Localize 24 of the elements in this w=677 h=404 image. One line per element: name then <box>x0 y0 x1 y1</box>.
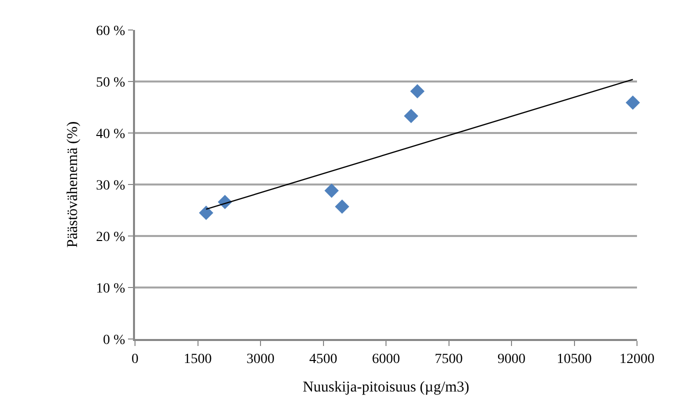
x-tick-label: 7500 <box>434 352 463 367</box>
x-tick-label: 0 <box>132 352 138 367</box>
point <box>324 184 339 198</box>
x-tick-label: 9000 <box>498 352 526 367</box>
y-tick-label: 10 % <box>96 281 126 296</box>
point <box>198 206 214 220</box>
point <box>334 200 350 214</box>
y-axis-title: Päästövähenemä (%) <box>64 121 81 248</box>
y-tick-label: 60 % <box>96 24 126 39</box>
y-tick-label: 50 % <box>96 75 126 90</box>
point <box>410 84 425 98</box>
y-tick-label: 30 % <box>96 178 126 194</box>
x-tick-label: 6000 <box>372 352 400 367</box>
y-tick-label: 0 % <box>103 332 126 348</box>
x-tick-label: 1500 <box>184 352 212 367</box>
point <box>626 95 640 110</box>
y-tick-label: 40 % <box>96 126 126 142</box>
y-tick-label: 20 % <box>96 230 126 245</box>
x-tick-label: 10500 <box>556 352 592 367</box>
point <box>404 108 418 124</box>
x-axis-title: Nuuskija-pitoisuus (µg/m3) <box>302 379 470 396</box>
x-tick-label: 12000 <box>620 352 654 367</box>
x-tick-label: 4500 <box>309 352 338 367</box>
x-tick-label: 3000 <box>246 352 274 367</box>
